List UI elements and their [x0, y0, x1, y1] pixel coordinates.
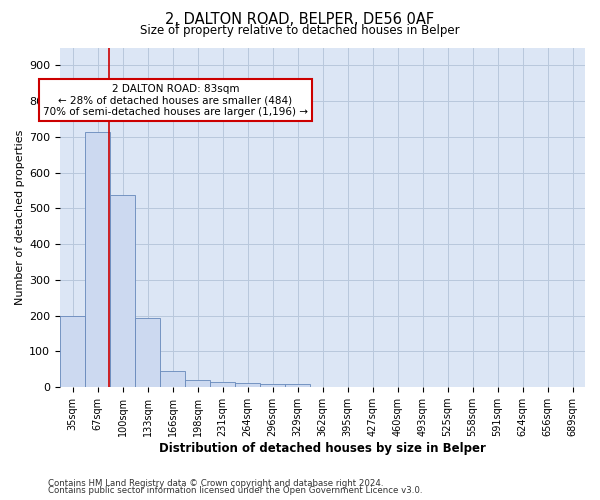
- Bar: [285, 384, 310, 387]
- Bar: [210, 382, 235, 387]
- X-axis label: Distribution of detached houses by size in Belper: Distribution of detached houses by size …: [159, 442, 486, 455]
- Y-axis label: Number of detached properties: Number of detached properties: [15, 130, 25, 305]
- Bar: [235, 383, 260, 387]
- Bar: [185, 380, 210, 387]
- Text: Contains public sector information licensed under the Open Government Licence v3: Contains public sector information licen…: [48, 486, 422, 495]
- Text: 2, DALTON ROAD, BELPER, DE56 0AF: 2, DALTON ROAD, BELPER, DE56 0AF: [166, 12, 434, 28]
- Bar: [260, 384, 285, 387]
- Text: 2 DALTON ROAD: 83sqm
← 28% of detached houses are smaller (484)
70% of semi-deta: 2 DALTON ROAD: 83sqm ← 28% of detached h…: [43, 84, 308, 117]
- Text: Size of property relative to detached houses in Belper: Size of property relative to detached ho…: [140, 24, 460, 37]
- Bar: [60, 316, 85, 387]
- Bar: [160, 372, 185, 387]
- Bar: [135, 318, 160, 387]
- Bar: [110, 195, 135, 387]
- Bar: [85, 132, 110, 387]
- Text: Contains HM Land Registry data © Crown copyright and database right 2024.: Contains HM Land Registry data © Crown c…: [48, 478, 383, 488]
